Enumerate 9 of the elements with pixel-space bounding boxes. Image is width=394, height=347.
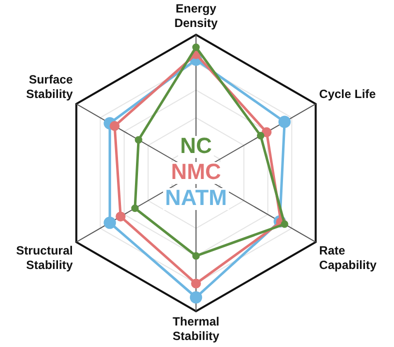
text: NMC xyxy=(170,159,222,184)
spoke-label: Surface Stability xyxy=(26,72,74,102)
spoke-label: Rate Capability xyxy=(319,244,377,272)
series-label: NC xyxy=(180,133,212,158)
spoke-label: Structural Stability xyxy=(16,244,74,272)
series-label: NATM xyxy=(165,185,227,210)
spoke-label: Thermal Stability xyxy=(172,314,220,344)
spoke-label: Energy Density xyxy=(174,2,218,30)
spoke-label: Cycle Life xyxy=(319,87,376,102)
